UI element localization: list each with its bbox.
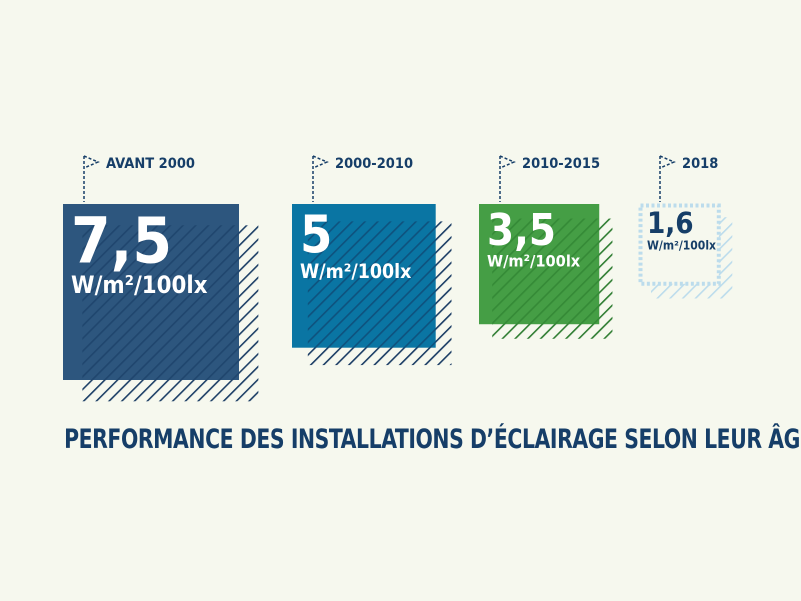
flag-icon-2000-2010 xyxy=(312,155,329,169)
unit-label-2010-2015: W/m²/100lx xyxy=(487,252,581,271)
unit-label-2018: W/m²/100lx xyxy=(647,239,716,253)
value-label-2000-2010: 5 xyxy=(300,205,332,265)
overlap-2000-2010 xyxy=(307,221,436,348)
unit-label-2000-2010: W/m²/100lx xyxy=(300,260,411,283)
unit-label-avant-2000: W/m²/100lx xyxy=(71,271,208,299)
flag-icon-avant-2000 xyxy=(83,155,100,169)
category-label-2000-2010: 2000-2010 xyxy=(335,156,413,172)
value-label-2010-2015: 3,5 xyxy=(487,206,556,256)
chart-title: PERFORMANCE DES INSTALLATIONS D’ÉCLAIRAG… xyxy=(64,424,801,455)
category-label-avant-2000: AVANT 2000 xyxy=(106,156,195,172)
value-label-2018: 1,6 xyxy=(647,206,694,240)
value-label-avant-2000: 7,5 xyxy=(71,203,172,277)
category-label-2018: 2018 xyxy=(682,156,718,172)
overlap-2010-2015 xyxy=(492,218,600,325)
flag-icon-2018 xyxy=(659,155,676,169)
bar-2018 xyxy=(638,203,721,286)
category-label-2010-2015: 2010-2015 xyxy=(522,156,600,172)
overlap-avant-2000 xyxy=(82,225,239,380)
flag-icon-2010-2015 xyxy=(499,155,516,169)
